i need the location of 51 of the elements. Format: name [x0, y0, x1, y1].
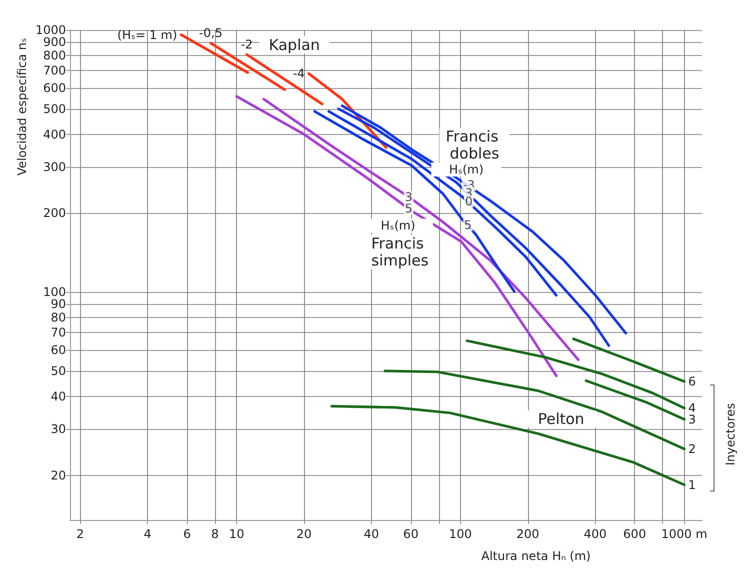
y-tick-label: 70 [50, 326, 66, 340]
y-tick-label: 30 [50, 422, 66, 436]
y-tick-label: 300 [43, 160, 66, 174]
y-tick-label: 500 [43, 102, 66, 116]
y-tick-label: 40 [50, 389, 66, 404]
series-label: -0,5 [199, 26, 222, 40]
series-label: -2 [240, 38, 253, 52]
y-tick-label: 700 [43, 64, 66, 78]
y-tick-label: 50 [50, 364, 66, 378]
y-tick-label: 90 [50, 297, 66, 312]
annotation: Hₛ(m) [380, 218, 416, 233]
x-tick-label: 1000 m [661, 527, 708, 541]
x-axis-title: Altura neta Hₙ (m) [481, 549, 591, 563]
y-tick-label: 200 [43, 206, 66, 220]
x-tick-label: 20 [296, 527, 312, 541]
x-tick-label: 400 [584, 527, 607, 541]
series-label: 2 [688, 442, 696, 456]
series-label: 1 [688, 478, 696, 492]
x-tick-label: 4 [144, 527, 152, 541]
y-tick-label: 100 [43, 285, 66, 300]
annotation: Francis simples [371, 234, 429, 270]
annotation: Pelton [538, 410, 584, 428]
x-tick-label: 8 [211, 527, 219, 541]
x-tick-label: 600 [623, 527, 646, 541]
annotation: Hₛ(m) [448, 162, 484, 177]
y-tick-label: 900 [43, 34, 66, 49]
annotation: 0 [465, 194, 473, 208]
annotation: 5 [464, 218, 472, 232]
y-axis-title: Velocidad específica nₛ [15, 38, 29, 176]
x-tick-label: 40 [364, 527, 380, 541]
x-tick-label: 100 [449, 527, 472, 541]
annotation: 5 [404, 202, 413, 216]
annotation: 3 [404, 190, 413, 204]
annotation: Francis dobles [446, 127, 504, 162]
text: Inyectores [723, 402, 738, 466]
y-tick-label: 20 [50, 468, 66, 482]
annotation: Kaplan [268, 36, 320, 54]
x-tick-label: 6 [183, 527, 191, 541]
x-tick-label: 60 [403, 527, 418, 541]
series-label: (Hₛ= 1 m) [117, 28, 178, 42]
y-tick-label: 1000 [35, 23, 66, 37]
x-tick-label: 10 [229, 527, 244, 541]
y-tick-label: 60 [50, 343, 66, 358]
y-tick-label: 600 [43, 81, 66, 96]
y-tick-label: 800 [43, 48, 66, 62]
y-tick-label: 400 [43, 127, 66, 142]
y-tick-label: 80 [50, 310, 66, 324]
x-tick-label: 200 [516, 527, 540, 541]
series-label: -4 [292, 66, 305, 81]
series-label: 6 [688, 374, 696, 388]
x-tick-label: 2 [76, 527, 84, 541]
